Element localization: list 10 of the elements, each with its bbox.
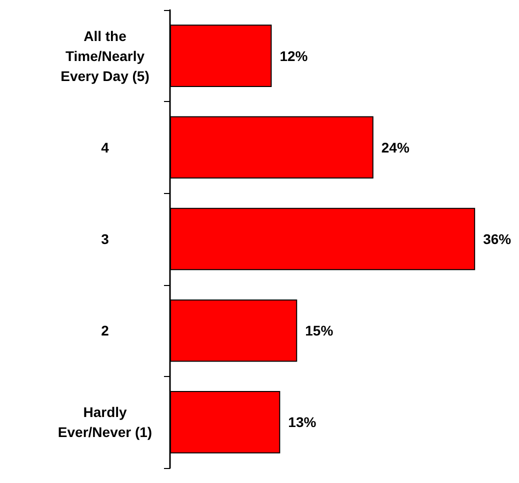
data-label: 36% [483, 231, 512, 247]
y-tick-label: 3 [101, 231, 110, 247]
y-tick-label: All the Time/Nearly Every Day (5) [60, 28, 150, 84]
y-tick-label: Hardly Ever/Never (1) [58, 404, 152, 440]
y-tick-label: 4 [101, 139, 110, 156]
data-label: 12% [280, 48, 308, 64]
data-label: 15% [305, 322, 334, 339]
data-label: 13% [288, 414, 317, 430]
data-label: 24% [381, 139, 410, 156]
y-tick-label: 2 [101, 322, 110, 339]
